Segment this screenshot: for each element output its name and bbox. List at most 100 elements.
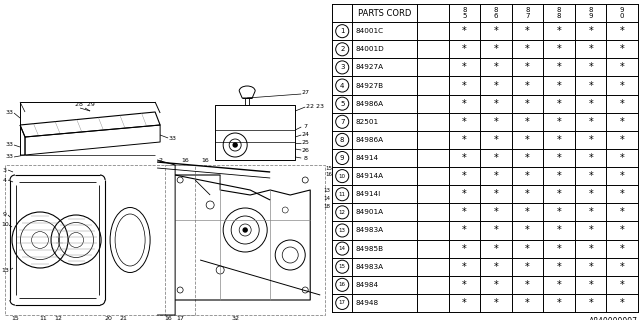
Text: *: * (525, 298, 530, 308)
Text: *: * (620, 189, 625, 199)
Text: *: * (462, 244, 467, 253)
Text: *: * (462, 117, 467, 127)
Text: *: * (557, 298, 561, 308)
Text: *: * (588, 171, 593, 181)
Text: *: * (620, 244, 625, 253)
Text: *: * (462, 81, 467, 91)
Text: 16: 16 (339, 282, 346, 287)
Text: *: * (620, 26, 625, 36)
Text: *: * (588, 153, 593, 163)
Text: *: * (462, 99, 467, 109)
Text: *: * (462, 262, 467, 272)
Text: *: * (525, 171, 530, 181)
Text: 10: 10 (1, 222, 9, 228)
Text: 17: 17 (339, 300, 346, 306)
Text: 84986A: 84986A (355, 101, 383, 107)
Text: 33: 33 (6, 109, 14, 115)
Text: *: * (493, 189, 499, 199)
Text: *: * (462, 171, 467, 181)
Text: *: * (525, 62, 530, 72)
Text: *: * (557, 99, 561, 109)
Text: 84914: 84914 (355, 155, 378, 161)
Text: *: * (557, 62, 561, 72)
Text: *: * (493, 44, 499, 54)
Text: *: * (462, 153, 467, 163)
Text: 16: 16 (164, 316, 172, 320)
Text: 8: 8 (303, 156, 307, 161)
Text: 8: 8 (462, 7, 467, 13)
Text: *: * (620, 171, 625, 181)
Text: 4: 4 (3, 178, 7, 182)
Text: 27: 27 (301, 90, 309, 94)
Text: 84927A: 84927A (355, 64, 383, 70)
Text: 16: 16 (201, 157, 209, 163)
Text: 84001D: 84001D (355, 46, 384, 52)
Text: *: * (588, 99, 593, 109)
Text: 7: 7 (525, 13, 530, 19)
Text: 1: 1 (340, 28, 344, 34)
Text: *: * (588, 189, 593, 199)
Text: 84914A: 84914A (355, 173, 383, 179)
Text: *: * (525, 207, 530, 217)
Text: 11: 11 (39, 316, 47, 320)
Text: 84914I: 84914I (355, 191, 380, 197)
Text: 5: 5 (340, 101, 344, 107)
Text: *: * (493, 117, 499, 127)
Text: *: * (620, 117, 625, 127)
Text: *: * (620, 262, 625, 272)
Text: *: * (493, 81, 499, 91)
Text: 9: 9 (3, 212, 7, 218)
Text: *: * (493, 226, 499, 236)
Text: *: * (557, 244, 561, 253)
Text: *: * (588, 298, 593, 308)
Text: *: * (620, 99, 625, 109)
Text: 33: 33 (6, 142, 14, 148)
Text: *: * (493, 262, 499, 272)
Text: *: * (588, 280, 593, 290)
Text: 4: 4 (340, 83, 344, 89)
Text: 25: 25 (301, 140, 309, 146)
Text: 16: 16 (326, 172, 333, 178)
Text: *: * (525, 280, 530, 290)
Text: *: * (462, 280, 467, 290)
Text: 17: 17 (176, 316, 184, 320)
Text: *: * (620, 226, 625, 236)
Text: 84901A: 84901A (355, 209, 383, 215)
Text: *: * (620, 44, 625, 54)
Text: 16: 16 (181, 157, 189, 163)
Text: 0: 0 (620, 13, 625, 19)
Text: 15: 15 (11, 316, 19, 320)
Text: 18: 18 (324, 204, 331, 209)
Text: 2: 2 (340, 46, 344, 52)
Text: *: * (588, 226, 593, 236)
Text: 20: 20 (104, 316, 112, 320)
Text: *: * (493, 298, 499, 308)
Text: *: * (620, 298, 625, 308)
Text: 7: 7 (303, 124, 307, 130)
Text: 33: 33 (168, 135, 176, 140)
Text: 82501: 82501 (355, 119, 378, 125)
Text: 21: 21 (119, 316, 127, 320)
Text: *: * (462, 298, 467, 308)
Text: *: * (588, 44, 593, 54)
Text: 84948: 84948 (355, 300, 378, 306)
Text: 13: 13 (1, 268, 9, 273)
Text: *: * (525, 244, 530, 253)
Text: *: * (557, 153, 561, 163)
Text: 15: 15 (339, 264, 346, 269)
Text: *: * (462, 44, 467, 54)
Circle shape (233, 143, 237, 147)
Text: *: * (525, 117, 530, 127)
Text: 14: 14 (324, 196, 331, 201)
Text: *: * (557, 26, 561, 36)
Text: 2: 2 (158, 157, 162, 163)
Text: 5: 5 (462, 13, 467, 19)
Text: 9: 9 (340, 155, 344, 161)
Text: *: * (557, 280, 561, 290)
Text: 7: 7 (340, 119, 344, 125)
Text: 3: 3 (340, 64, 344, 70)
Text: *: * (557, 44, 561, 54)
Circle shape (243, 228, 247, 232)
Text: 10: 10 (339, 174, 346, 179)
Text: 9: 9 (620, 7, 625, 13)
